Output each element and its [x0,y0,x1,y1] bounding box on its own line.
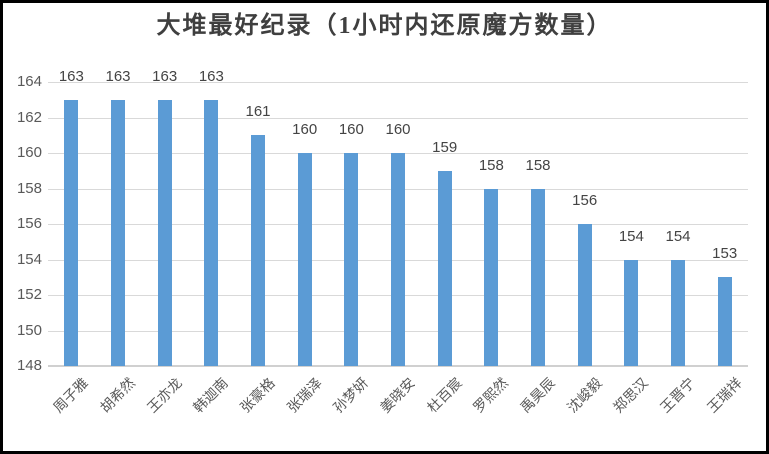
bar [157,99,172,366]
x-category-label: 胡希然 [98,376,139,417]
y-tick-label: 156 [16,215,42,232]
bar-value-label: 163 [198,67,224,85]
bar-value-label: 159 [432,138,458,156]
y-tick-label: 148 [16,357,42,374]
x-category-label: 王瑞祥 [704,376,746,417]
bar [531,188,545,366]
x-axis-line [48,365,748,367]
bar-value-label: 160 [385,121,411,138]
bar-value-label: 153 [712,245,738,263]
bar [344,153,359,366]
x-category-label: 郑思汉 [611,376,652,417]
bar-value-label: 161 [245,103,271,121]
x-category-label: 姜晓安 [378,376,419,417]
chart-title: 大堆最好纪录（1小时内还原魔方数量） [156,13,613,39]
x-category-label: 禹昊辰 [518,376,559,417]
bar [577,224,592,366]
x-category-label: 杜百宸 [424,376,466,417]
bar [204,99,219,366]
y-tick-label: 150 [16,321,42,339]
bar-value-label: 163 [58,67,84,85]
bar-value-label: 163 [105,67,131,85]
y-tick-label: 162 [16,108,42,126]
bar [251,135,265,366]
x-category-label: 王亦龙 [144,376,186,417]
bar [437,170,452,366]
bar-value-label: 154 [665,227,691,245]
y-tick-label: 152 [16,286,42,303]
y-tick-label: 154 [16,250,42,268]
bar [484,188,499,366]
bar-value-label: 156 [572,192,598,209]
bar [297,153,312,366]
bar [717,277,732,366]
bar [64,99,79,366]
x-category-label: 张豪格 [238,376,279,417]
x-category-label: 沈峻毅 [564,376,606,417]
x-category-label: 周子雅 [51,376,92,417]
x-category-label: 王晋宁 [658,376,699,417]
x-category-label: 张瑞泽 [284,376,326,417]
bar [391,153,405,366]
x-category-label: 韩迦南 [191,376,232,417]
y-tick-label: 164 [16,73,42,90]
bar-value-label: 160 [338,121,364,138]
bar [111,99,125,366]
plot-area [48,82,748,367]
bar-value-label: 154 [618,227,644,245]
bar [624,259,639,366]
y-tick-label: 158 [16,179,42,197]
bar-value-label: 160 [292,121,318,138]
x-category-label: 孙梦妍 [331,376,372,417]
bar-value-label: 158 [525,156,551,174]
bar-value-label: 158 [478,156,504,174]
x-category-label: 罗熙然 [471,376,512,417]
gridline [48,82,748,83]
gridline [48,117,748,119]
y-tick-label: 160 [16,144,42,161]
bar [671,259,685,366]
bar-value-label: 163 [152,67,178,85]
